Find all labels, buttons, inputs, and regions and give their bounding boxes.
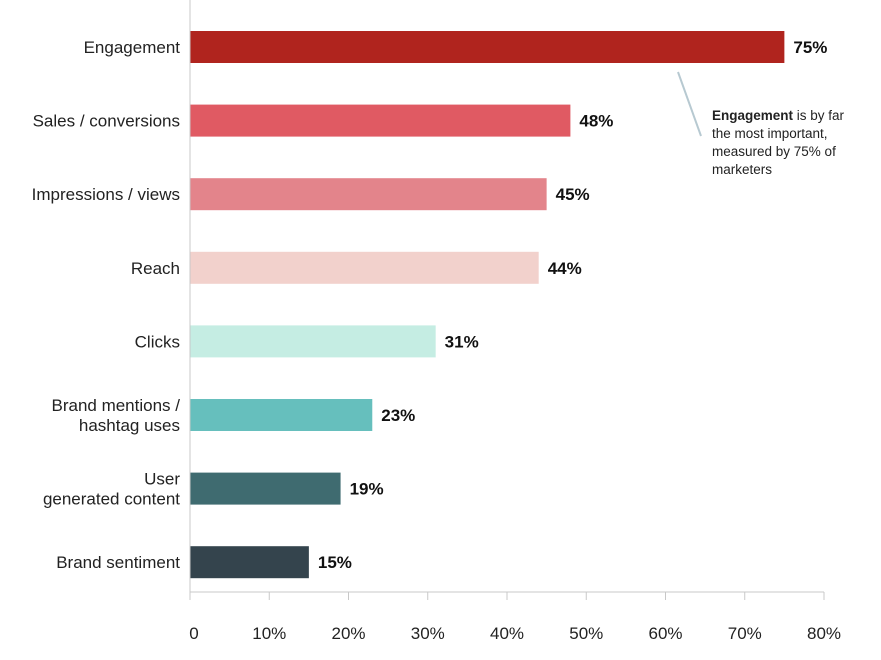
category-label-6: Brand mentions / hashtag uses: [51, 396, 180, 435]
annotation: Engagement is by far the most important, m…: [677, 71, 845, 177]
category-label-5: Clicks: [135, 332, 180, 351]
annotation-leader-line: [677, 71, 702, 137]
bar-3: [190, 178, 547, 211]
value-labels: 75% 48% 45% 44% 31% 23% 19% 15%: [318, 38, 828, 572]
value-label-8: 15%: [318, 553, 352, 572]
x-tick-label-2: 10%: [252, 624, 286, 643]
x-tick-label-4: 30%: [411, 624, 445, 643]
category-label-3: Impressions / views: [32, 185, 180, 204]
value-label-5: 31%: [445, 332, 479, 351]
x-tick-label-5: 40%: [490, 624, 524, 643]
value-label-7: 19%: [350, 480, 384, 499]
value-label-2: 48%: [579, 112, 613, 131]
category-label-4: Reach: [131, 259, 180, 278]
bar-4: [190, 251, 539, 284]
value-label-4: 44%: [548, 259, 582, 278]
x-axis-ticks: 0 10% 20% 30% 40% 50% 60% 70% 80%: [189, 592, 841, 643]
value-label-1: 75%: [793, 38, 827, 57]
bar-6: [190, 399, 373, 431]
bar-5: [190, 325, 436, 358]
x-tick-label-8: 70%: [728, 624, 762, 643]
bar-1: [190, 31, 785, 63]
x-tick-label-7: 60%: [648, 624, 682, 643]
x-tick-label-9: 80%: [807, 624, 841, 643]
bar-8: [190, 546, 309, 579]
bars-group: [190, 31, 785, 579]
x-tick-label-6: 50%: [569, 624, 603, 643]
category-label-7: User generated content: [43, 470, 180, 509]
bar-7: [190, 472, 341, 505]
value-label-6: 23%: [381, 406, 415, 425]
category-label-8: Brand sentiment: [56, 553, 180, 572]
x-tick-label-3: 20%: [331, 624, 365, 643]
bar-2: [190, 104, 571, 137]
x-tick-label-1: 0: [189, 624, 198, 643]
category-labels: Engagement Sales / conversions Impressions…: [32, 38, 181, 572]
annotation-text: Engagement is by far the most important, m…: [712, 108, 845, 177]
value-label-3: 45%: [556, 185, 590, 204]
category-label-2: Sales / conversions: [33, 112, 180, 131]
category-label-1: Engagement: [84, 38, 181, 57]
